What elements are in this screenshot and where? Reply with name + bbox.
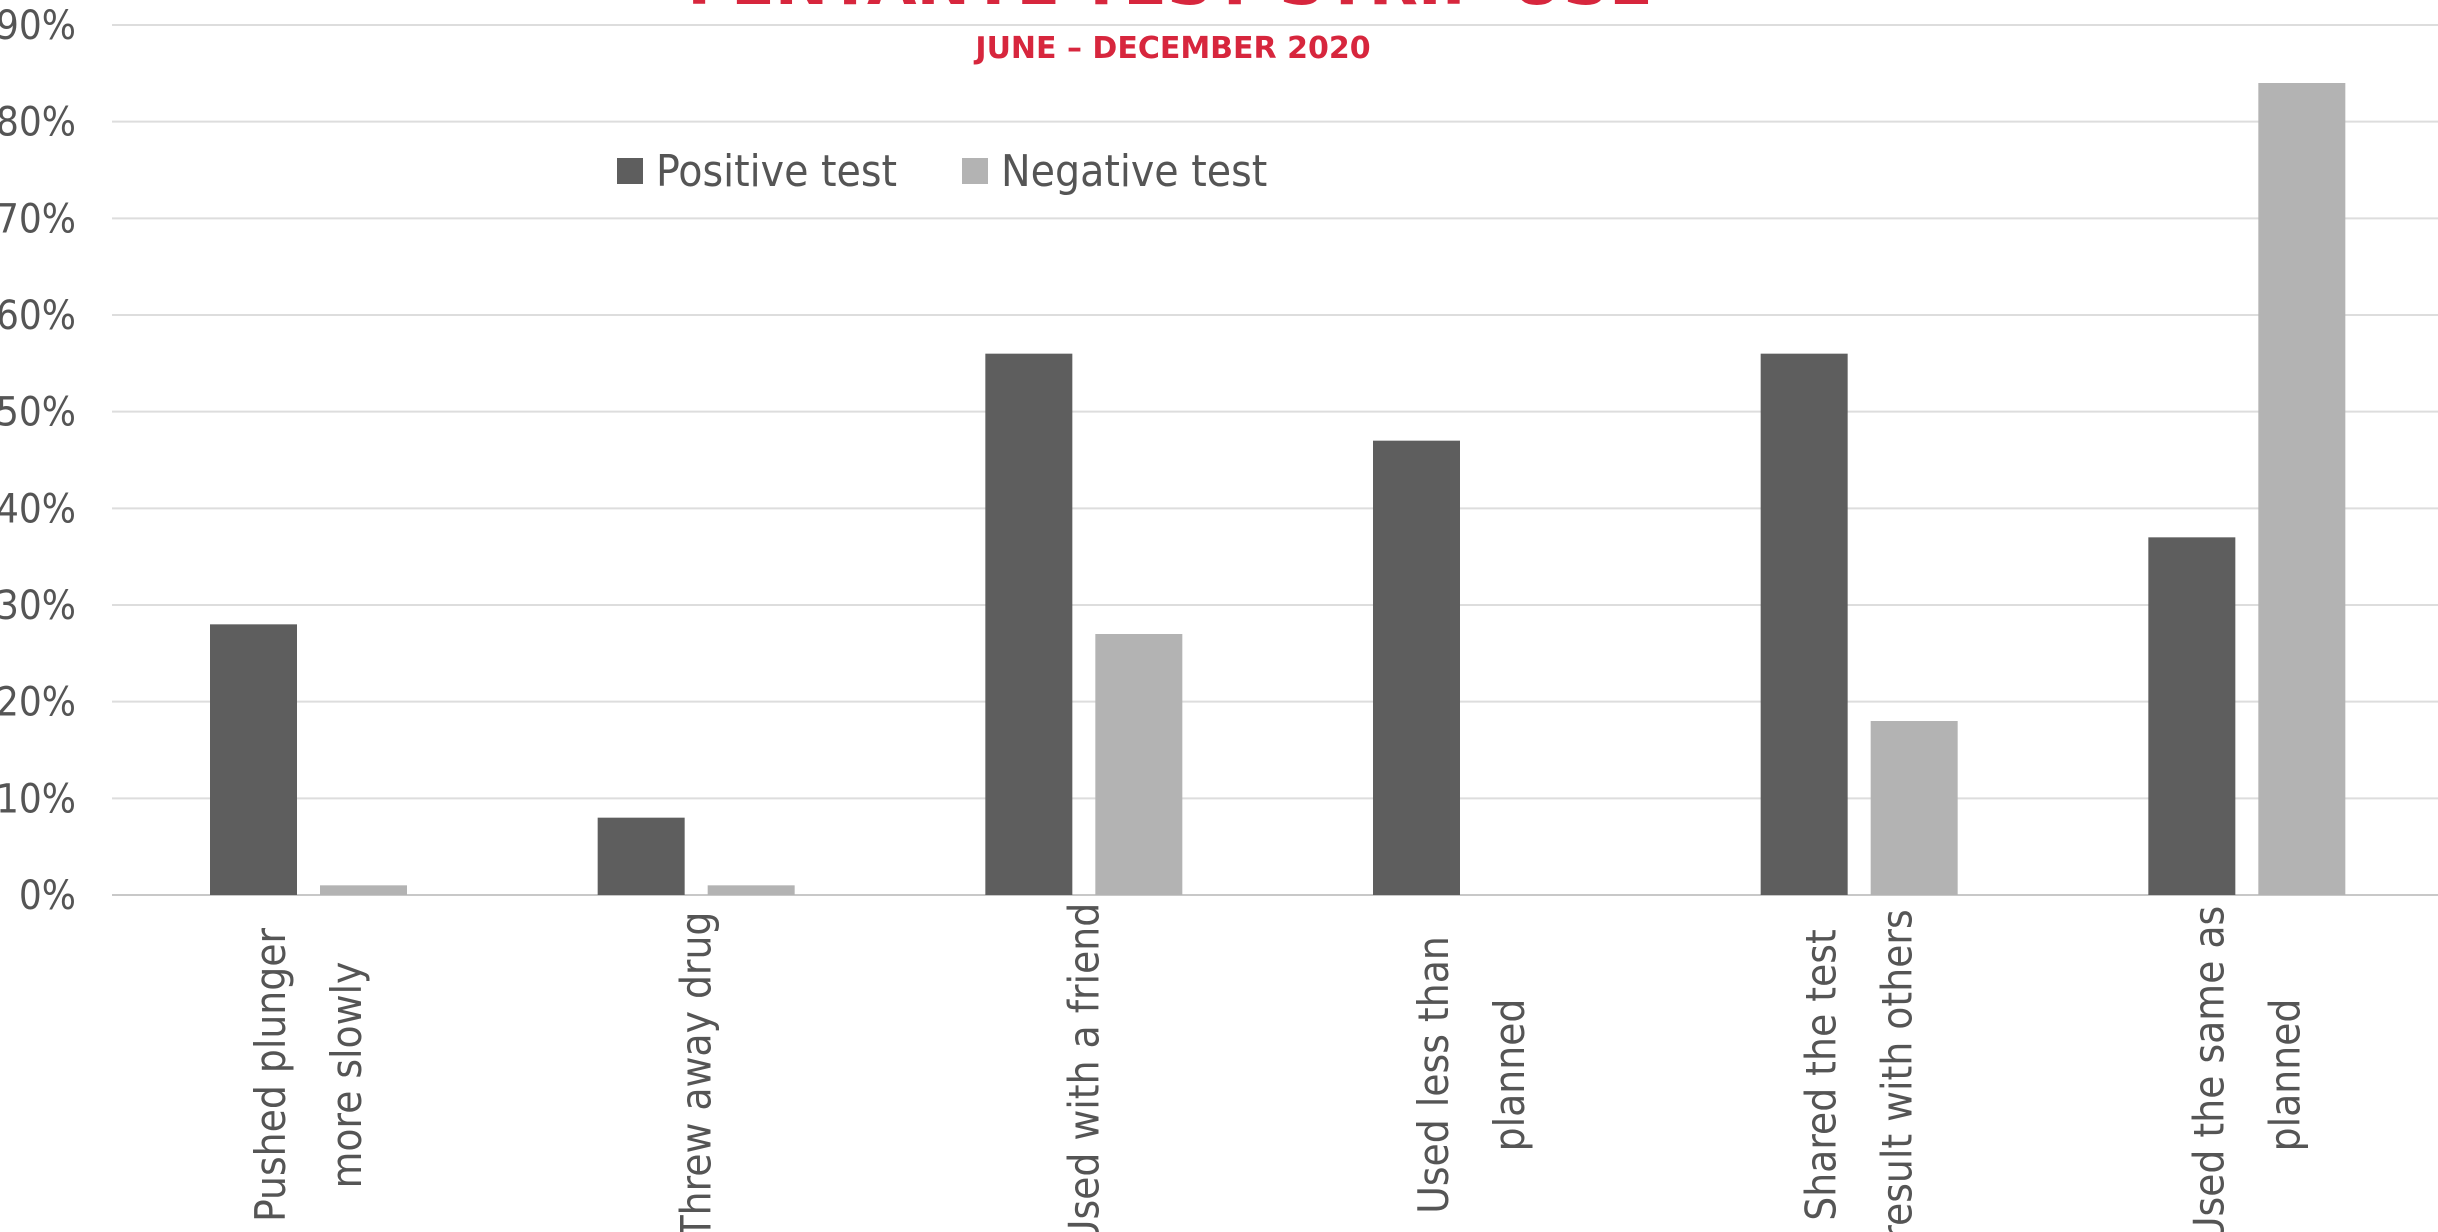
category-label-line: Threw away drug <box>672 912 721 1232</box>
category-label-line: Shared the test <box>1797 929 1846 1221</box>
legend: Positive test Negative test <box>617 146 1267 197</box>
legend-swatch <box>617 158 643 184</box>
bar-negative <box>2258 83 2346 895</box>
gridlines <box>112 24 2438 896</box>
legend-swatch <box>962 158 988 184</box>
y-tick-label: 30% <box>0 583 76 629</box>
y-tick-label: 60% <box>0 293 76 339</box>
category-label-line: result with others <box>1873 909 1922 1232</box>
bar-negative <box>1095 634 1183 895</box>
y-tick-label: 20% <box>0 680 76 726</box>
category-label-line: Used with a friend <box>1059 903 1108 1232</box>
chart-subtitle: JUNE – DECEMBER 2020 <box>973 31 1370 66</box>
y-tick-label: 40% <box>0 486 76 532</box>
x-axis-labels: Pushed plunger more slowly Threw away drug… <box>246 903 2309 1232</box>
category-label-line: more slowly <box>322 962 371 1189</box>
bar-positive <box>1373 440 1460 895</box>
category-label-line: Used less than <box>1409 936 1458 1214</box>
category-label: Used the same as planned <box>2184 906 2309 1232</box>
legend-label: Positive test <box>656 146 897 197</box>
y-tick-label: 50% <box>0 390 76 436</box>
category-label-line: Pushed plunger <box>246 927 295 1222</box>
y-tick-label: 80% <box>0 100 76 146</box>
y-tick-label: 10% <box>0 776 76 822</box>
bar-negative <box>707 885 795 895</box>
legend-label: Negative test <box>1001 146 1267 197</box>
y-axis-ticks: 0% 10% 20% 30% 40% 50% 60% 70% 80% 90% <box>0 3 76 919</box>
y-tick-label: 0% <box>19 873 76 919</box>
category-label: Shared the test result with others <box>1797 909 1922 1232</box>
bar-negative <box>1870 721 1958 895</box>
bar-positive <box>2148 537 2236 895</box>
chart-title: FENTANYL TEST STRIP USE <box>687 0 1652 20</box>
bar-positive <box>597 817 685 895</box>
category-label: Used with a friend <box>1059 903 1108 1232</box>
y-tick-label: 90% <box>0 3 76 49</box>
bar-positive <box>985 353 1073 896</box>
bars <box>210 83 2346 896</box>
category-label-line: Used the same as <box>2184 906 2233 1232</box>
category-label-line: planned <box>2260 999 2309 1152</box>
bar-negative <box>320 885 407 895</box>
y-tick-label: 70% <box>0 196 76 242</box>
category-label: Used less than planned <box>1409 936 1534 1214</box>
category-label: Pushed plunger more slowly <box>246 927 371 1222</box>
bar-positive <box>1760 353 1848 896</box>
category-label-line: planned <box>1485 999 1534 1152</box>
category-label: Threw away drug <box>672 912 721 1232</box>
bar-positive <box>210 624 297 895</box>
